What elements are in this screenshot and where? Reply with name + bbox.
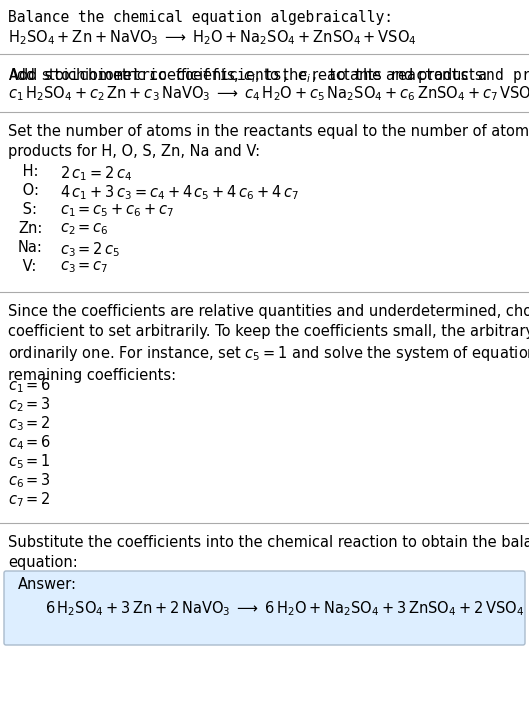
Text: $c_4 = 6$: $c_4 = 6$ [8,433,51,451]
Text: H:: H: [18,164,39,179]
Text: Set the number of atoms in the reactants equal to the number of atoms in the
pro: Set the number of atoms in the reactants… [8,124,529,158]
Text: $c_3 = c_7$: $c_3 = c_7$ [60,259,108,275]
Text: $c_3 = 2$: $c_3 = 2$ [8,414,51,433]
Text: O:: O: [18,183,39,198]
Text: $c_1 = 6$: $c_1 = 6$ [8,376,51,395]
Text: $c_6 = 3$: $c_6 = 3$ [8,471,51,490]
Text: $\mathregular{H_2SO_4 + Zn + NaVO_3}$$\;\longrightarrow\;$$\mathregular{H_2O + N: $\mathregular{H_2SO_4 + Zn + NaVO_3}$$\;… [8,28,417,47]
Text: $6\,\mathregular{H_2SO_4} + 3\,\mathregular{Zn} + 2\,\mathregular{NaVO_3}$$\;\lo: $6\,\mathregular{H_2SO_4} + 3\,\mathregu… [45,599,524,618]
Text: $c_3 = 2\,c_5$: $c_3 = 2\,c_5$ [60,240,120,259]
Text: $c_2 = 3$: $c_2 = 3$ [8,395,51,414]
Text: Substitute the coefficients into the chemical reaction to obtain the balanced
eq: Substitute the coefficients into the che… [8,535,529,570]
FancyBboxPatch shape [4,571,525,645]
Text: V:: V: [18,259,37,274]
Text: S:: S: [18,202,37,217]
Text: Na:: Na: [18,240,43,255]
Text: $c_1\,\mathregular{H_2SO_4} + c_2\,\mathregular{Zn} + c_3\,\mathregular{NaVO_3}$: $c_1\,\mathregular{H_2SO_4} + c_2\,\math… [8,84,529,103]
Text: Add stoichiometric coefficients, $c_i$, to the reactants and products:: Add stoichiometric coefficients, $c_i$, … [8,66,529,85]
Text: Add stoichiometric coefficients, $c_i$, to the reactants and products:: Add stoichiometric coefficients, $c_i$, … [8,66,487,85]
Text: $c_7 = 2$: $c_7 = 2$ [8,490,51,509]
Text: $c_1 = c_5 + c_6 + c_7$: $c_1 = c_5 + c_6 + c_7$ [60,202,175,219]
Text: $c_2 = c_6$: $c_2 = c_6$ [60,221,109,237]
Text: $4\,c_1 + 3\,c_3 = c_4 + 4\,c_5 + 4\,c_6 + 4\,c_7$: $4\,c_1 + 3\,c_3 = c_4 + 4\,c_5 + 4\,c_6… [60,183,299,201]
Text: Balance the chemical equation algebraically:: Balance the chemical equation algebraica… [8,10,393,25]
Text: $c_5 = 1$: $c_5 = 1$ [8,452,51,470]
Text: Answer:: Answer: [18,577,77,592]
Text: $2\,c_1 = 2\,c_4$: $2\,c_1 = 2\,c_4$ [60,164,132,182]
Text: Since the coefficients are relative quantities and underdetermined, choose a
coe: Since the coefficients are relative quan… [8,304,529,383]
Text: Zn:: Zn: [18,221,42,236]
